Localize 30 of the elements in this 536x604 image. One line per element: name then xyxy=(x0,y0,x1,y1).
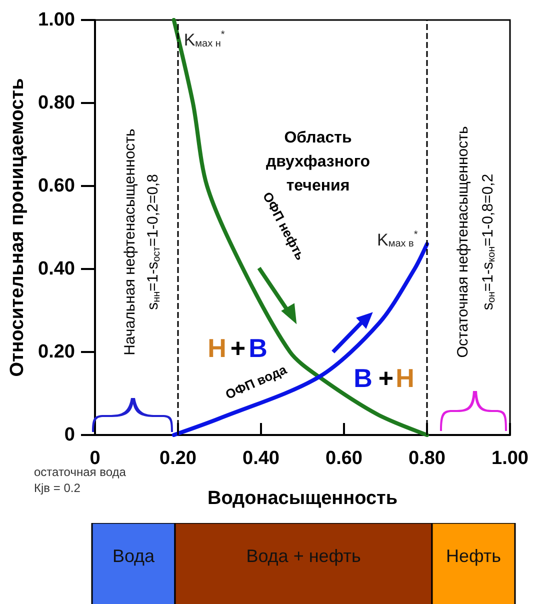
y-tick-label: 0 xyxy=(64,424,75,446)
annotation: ОФП вода xyxy=(223,362,290,402)
annotation: Kмах н* xyxy=(184,30,225,50)
x-tick-label: 0.80 xyxy=(408,448,446,469)
text: Вода + нефть xyxy=(246,546,361,566)
annotation: sон=1-sкон=1-0,8=0,2 xyxy=(480,174,498,310)
text: Вода xyxy=(112,546,156,566)
y-tick-label: 0.60 xyxy=(38,176,75,196)
annotation: + xyxy=(378,363,394,393)
annotation: + xyxy=(230,333,246,363)
x-tick-label: 0.20 xyxy=(160,448,196,469)
annotation: Н xyxy=(396,363,414,393)
annotation: Н xyxy=(208,333,226,363)
annotation: Начальная нефтенасыщенность xyxy=(122,128,138,356)
line-series xyxy=(172,18,429,437)
annotation: В xyxy=(248,333,268,363)
y-tick-label: 0.80 xyxy=(38,92,75,114)
annotation: sнн=1-sост=1-0,2=0,8 xyxy=(144,174,162,310)
text: Нефть xyxy=(446,546,502,566)
x-tick-label: 0.60 xyxy=(326,448,362,469)
y-tick-label: 0.20 xyxy=(38,342,75,362)
x-tick-label: 1.00 xyxy=(492,448,528,469)
y-tick-label: 0.40 xyxy=(38,258,75,280)
annotation: Kмах в* xyxy=(377,230,418,250)
annotation: В xyxy=(354,363,372,393)
y-axis-title: Относительная проницаемость xyxy=(7,78,28,377)
y-tick-label: 1.00 xyxy=(38,10,75,30)
x-tick-label: 0.40 xyxy=(242,448,280,469)
x-axis-title: Водонасыщенность xyxy=(207,488,398,509)
annotation: Остаточная нефтенасыщенность xyxy=(454,126,472,358)
